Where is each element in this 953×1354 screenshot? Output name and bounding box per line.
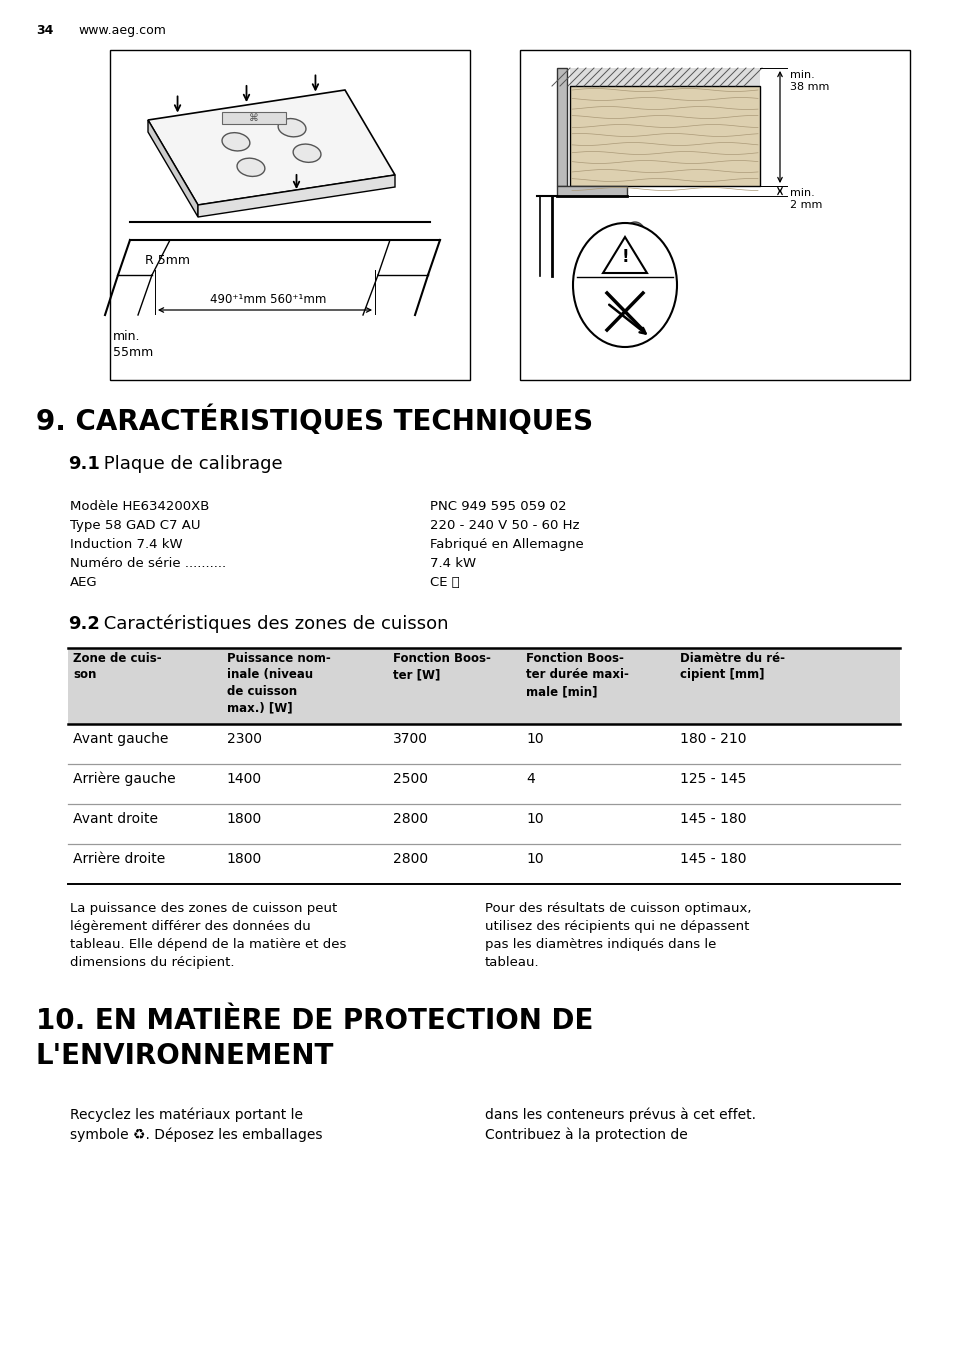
Text: 34: 34 [36, 24, 53, 37]
Bar [569, 87, 760, 185]
Text: min.
55mm: min. 55mm [112, 330, 153, 359]
Text: !: ! [620, 248, 628, 265]
Text: Arrière droite: Arrière droite [73, 852, 165, 867]
Polygon shape [602, 237, 646, 274]
Text: 2800: 2800 [393, 852, 428, 867]
Text: min.
2 mm: min. 2 mm [789, 188, 821, 210]
Ellipse shape [222, 133, 250, 150]
Text: Fabriqué en Allemagne: Fabriqué en Allemagne [430, 538, 583, 551]
Text: Contribuez à la protection de: Contribuez à la protection de [484, 1127, 687, 1141]
Bar [569, 68, 760, 87]
Text: Fonction Boos-
ter durée maxi-
male [min]: Fonction Boos- ter durée maxi- male [min… [526, 653, 629, 699]
Text: ⌘: ⌘ [249, 112, 258, 123]
Text: 7.4 kW: 7.4 kW [430, 556, 476, 570]
Text: AEG: AEG [70, 575, 97, 589]
Bar [110, 50, 470, 380]
Text: 145 - 180: 145 - 180 [679, 812, 746, 826]
Text: PNC 949 595 059 02: PNC 949 595 059 02 [430, 500, 566, 513]
Bar [557, 68, 566, 185]
Text: Caractéristiques des zones de cuisson: Caractéristiques des zones de cuisson [98, 615, 448, 634]
Polygon shape [198, 175, 395, 217]
Text: 9.2: 9.2 [68, 615, 100, 634]
Text: Recyclez les matériaux portant le: Recyclez les matériaux portant le [70, 1108, 303, 1121]
Bar [68, 649, 899, 724]
Text: CE Ⓡ: CE Ⓡ [430, 575, 459, 589]
Text: dans les conteneurs prévus à cet effet.: dans les conteneurs prévus à cet effet. [484, 1108, 755, 1121]
Text: 4: 4 [526, 772, 535, 787]
Text: 220 - 240 V 50 - 60 Hz: 220 - 240 V 50 - 60 Hz [430, 519, 578, 532]
Text: 3700: 3700 [393, 733, 428, 746]
Text: La puissance des zones de cuisson peut
légèrement différer des données du
tablea: La puissance des zones de cuisson peut l… [70, 902, 346, 969]
Text: symbole ♻. Déposez les emballages: symbole ♻. Déposez les emballages [70, 1127, 322, 1141]
Text: 1400: 1400 [227, 772, 262, 787]
Text: 2800: 2800 [393, 812, 428, 826]
Ellipse shape [623, 222, 645, 250]
Text: Zone de cuis-
son: Zone de cuis- son [73, 653, 161, 681]
Polygon shape [148, 89, 395, 204]
Text: 10: 10 [526, 733, 543, 746]
Text: R 5mm: R 5mm [145, 255, 190, 267]
Text: Puissance nom-
inale (niveau
de cuisson
max.) [W]: Puissance nom- inale (niveau de cuisson … [227, 653, 331, 715]
Text: Fonction Boos-
ter [W]: Fonction Boos- ter [W] [393, 653, 491, 681]
Text: Plaque de calibrage: Plaque de calibrage [98, 455, 282, 473]
Text: Avant droite: Avant droite [73, 812, 158, 826]
Ellipse shape [573, 223, 677, 347]
Text: min.
38 mm: min. 38 mm [789, 70, 828, 92]
Text: L'ENVIRONNEMENT: L'ENVIRONNEMENT [36, 1043, 334, 1070]
Text: 2500: 2500 [393, 772, 428, 787]
Bar [519, 50, 909, 380]
Ellipse shape [293, 144, 320, 162]
Text: 9.1: 9.1 [68, 455, 100, 473]
Text: 145 - 180: 145 - 180 [679, 852, 746, 867]
Text: Avant gauche: Avant gauche [73, 733, 168, 746]
Text: Type 58 GAD C7 AU: Type 58 GAD C7 AU [70, 519, 200, 532]
Text: 10: 10 [526, 852, 543, 867]
Bar [557, 185, 626, 196]
Text: Pour des résultats de cuisson optimaux,
utilisez des récipients qui ne dépassent: Pour des résultats de cuisson optimaux, … [484, 902, 751, 969]
Text: 2300: 2300 [227, 733, 262, 746]
Polygon shape [148, 121, 198, 217]
Text: www.aeg.com: www.aeg.com [78, 24, 166, 37]
Text: Modèle HE634200XB: Modèle HE634200XB [70, 500, 209, 513]
Text: 9. CARACTÉRISTIQUES TECHNIQUES: 9. CARACTÉRISTIQUES TECHNIQUES [36, 406, 593, 436]
Text: 490⁺¹mm 560⁺¹mm: 490⁺¹mm 560⁺¹mm [210, 292, 326, 306]
Text: Numéro de série ..........: Numéro de série .......... [70, 556, 226, 570]
Text: 125 - 145: 125 - 145 [679, 772, 746, 787]
Text: 180 - 210: 180 - 210 [679, 733, 746, 746]
Ellipse shape [278, 119, 306, 137]
Text: 10: 10 [526, 812, 543, 826]
Text: 10. EN MATIÈRE DE PROTECTION DE: 10. EN MATIÈRE DE PROTECTION DE [36, 1007, 593, 1034]
Text: Induction 7.4 kW: Induction 7.4 kW [70, 538, 182, 551]
Text: Diamètre du ré-
cipient [mm]: Diamètre du ré- cipient [mm] [679, 653, 784, 681]
Text: 1800: 1800 [227, 812, 262, 826]
Text: 1800: 1800 [227, 852, 262, 867]
Ellipse shape [236, 158, 265, 176]
Bar [222, 112, 286, 123]
Text: Arrière gauche: Arrière gauche [73, 772, 175, 787]
